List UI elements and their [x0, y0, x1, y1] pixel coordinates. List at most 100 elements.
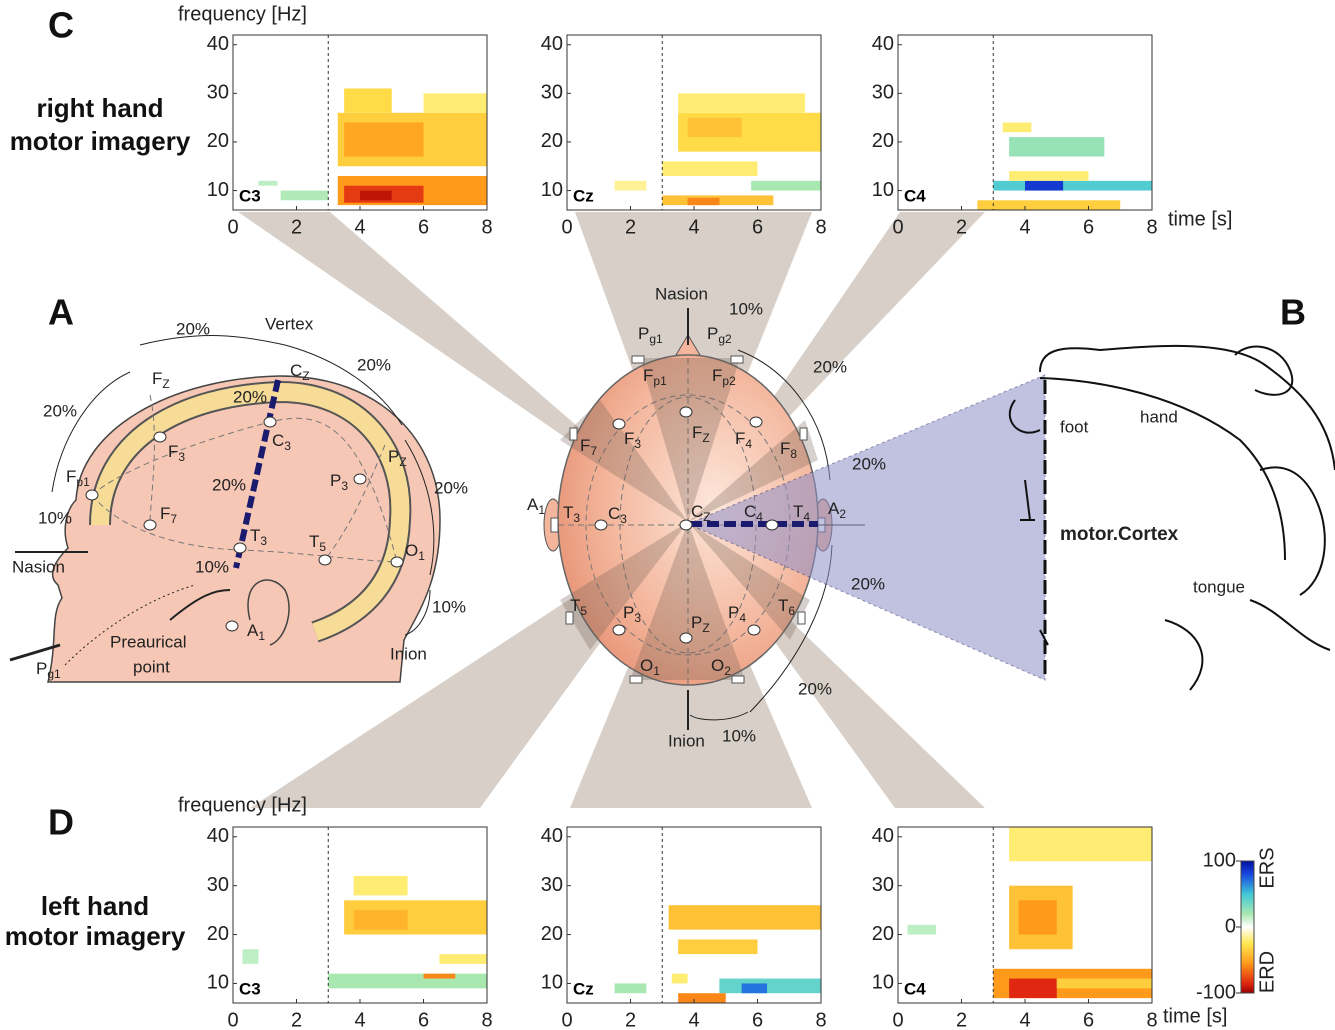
electrode-label: CZ: [290, 361, 310, 383]
electrode: [680, 633, 692, 643]
row-title: motor imagery: [10, 126, 191, 156]
heat-region: [688, 198, 720, 205]
percent-label: 20%: [357, 355, 391, 374]
annotation: Nasion: [12, 557, 65, 576]
x-tick-label: 2: [291, 1009, 302, 1030]
x-tick-label: 0: [892, 1009, 903, 1030]
electrode-sub: Z: [302, 369, 309, 383]
x-tick-label: 2: [956, 216, 967, 238]
electrode-sub: 4: [756, 510, 763, 524]
annotation: motor.Cortex: [1060, 524, 1179, 545]
heat-region: [424, 93, 488, 112]
x-tick-label: 8: [815, 1009, 826, 1030]
annotation: Preaurical: [110, 632, 187, 651]
electrode-sub: 3: [634, 437, 641, 451]
electrode-name: P: [691, 613, 702, 632]
heat-region: [678, 939, 757, 954]
electrode: [750, 417, 762, 427]
electrode-name: F: [712, 366, 722, 385]
x-tick-label: 6: [1083, 1009, 1094, 1030]
electrode-sub: 3: [573, 511, 580, 525]
heat-region: [354, 876, 408, 896]
electrode-name: F: [160, 504, 170, 523]
electrode-sub: 1: [418, 549, 425, 563]
colorbar-label: ERD: [1256, 951, 1278, 993]
heat-region: [1009, 979, 1057, 999]
electrode-name: T: [250, 526, 260, 545]
electrode-name: F: [152, 369, 162, 388]
row-title: left hand: [41, 891, 149, 921]
heat-region: [439, 954, 487, 964]
electrode-name: F: [692, 423, 702, 442]
percent-label: 10%: [38, 508, 72, 527]
heat-region: [678, 993, 726, 1003]
electrode-name: O: [405, 541, 418, 560]
x-tick-label: 2: [291, 216, 302, 238]
electrode-sub: p1: [76, 475, 90, 489]
electrode-sub: 4: [745, 437, 752, 451]
y-tick-label: 30: [541, 874, 563, 896]
colorbar-tick-label: 100: [1203, 849, 1236, 871]
heat-region: [742, 983, 767, 993]
x-tick-label: 2: [625, 1009, 636, 1030]
heat-region: [1025, 181, 1063, 191]
x-tick-label: 4: [688, 216, 699, 238]
electrode-name: P: [707, 324, 718, 343]
y-tick-label: 20: [207, 923, 229, 945]
annotation: Inion: [668, 731, 705, 750]
electrode-label: A1: [527, 495, 545, 517]
y-tick-label: 30: [207, 874, 229, 896]
y-tick-label: 10: [207, 179, 229, 201]
percent-label: 20%: [434, 478, 468, 497]
electrode: [319, 555, 331, 565]
y-axis-label: frequency [Hz]: [178, 3, 307, 25]
electrode-sub: 5: [580, 604, 587, 618]
electrode-sub: Z: [703, 510, 710, 524]
electrode-name: C: [691, 502, 703, 521]
x-tick-label: 0: [892, 216, 903, 238]
channel-label: C3: [239, 186, 261, 205]
electrode-name: A: [527, 495, 539, 514]
y-tick-label: 20: [872, 923, 894, 945]
electrode-name: P: [388, 447, 399, 466]
electrode-sub: p2: [722, 374, 736, 388]
electrode-name: F: [643, 366, 653, 385]
head-outline: [48, 376, 440, 682]
electrode-name: O: [711, 656, 724, 675]
electrode-name: P: [638, 324, 649, 343]
channel-label: C4: [904, 979, 926, 998]
electrode-sub: 1: [258, 629, 265, 643]
electrode-sub: Z: [399, 455, 406, 469]
x-tick-label: 4: [354, 1009, 365, 1030]
electrode: [613, 625, 625, 635]
y-tick-label: 20: [207, 130, 229, 152]
electrode-name: F: [580, 436, 590, 455]
electrode-sub: 3: [178, 450, 185, 464]
heat-region: [908, 925, 937, 935]
electrode-sub: 1: [653, 664, 660, 678]
electrode-sub: 4: [803, 510, 810, 524]
electrode: [144, 520, 156, 530]
electrode: [680, 520, 692, 530]
heat-region: [328, 974, 487, 989]
y-tick-label: 20: [541, 130, 563, 152]
electrode-sub: 3: [284, 439, 291, 453]
arc: [140, 336, 285, 345]
electrode: [766, 520, 778, 530]
electrode: [391, 557, 403, 567]
side-head: [10, 336, 440, 682]
row-title: motor imagery: [5, 921, 186, 951]
channel-label: Cz: [573, 979, 594, 998]
figure: 1000-100ERSERDCright handmotor imageryfr…: [0, 0, 1335, 1030]
percent-label: 20%: [852, 454, 886, 473]
heat-region: [243, 949, 259, 964]
electrode-label: FZ: [152, 369, 170, 391]
electrode-sub: g1: [649, 332, 663, 346]
heat-region: [977, 200, 1120, 210]
channel-label: C4: [904, 186, 926, 205]
panel-letter: D: [48, 802, 74, 843]
panel-letter: B: [1280, 292, 1306, 333]
electrode-sub: g2: [718, 332, 732, 346]
percent-label: 20%: [813, 357, 847, 376]
heat-region: [344, 88, 392, 112]
